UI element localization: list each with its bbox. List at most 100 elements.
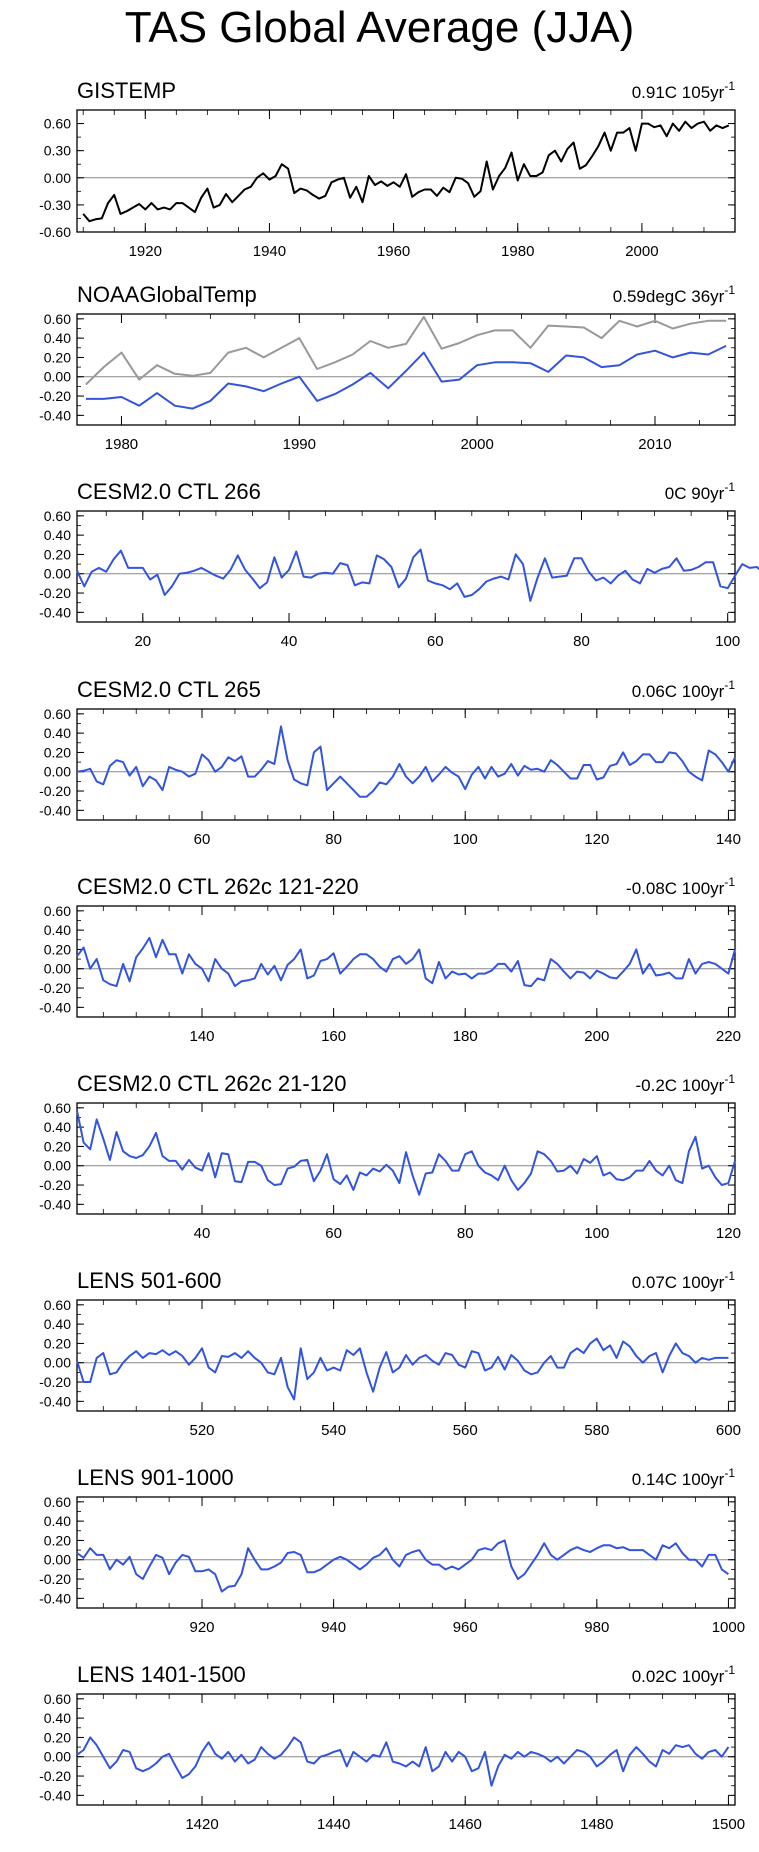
x-tick-label: 1500 <box>712 1816 745 1833</box>
y-tick-label: -0.60 <box>39 224 71 240</box>
series-line <box>76 1539 729 1593</box>
x-tick-label: 1960 <box>377 243 410 260</box>
y-tick-label: 0.60 <box>44 1691 71 1707</box>
y-tick-label: 0.20 <box>44 546 71 562</box>
x-tick-label: 1420 <box>185 1816 218 1833</box>
x-tick-label: 140 <box>716 831 741 848</box>
panel-trend-superscript: -1 <box>724 1663 735 1677</box>
series-line <box>82 120 730 223</box>
x-tick-label: 80 <box>457 1225 474 1242</box>
x-tick-label: 180 <box>453 1028 478 1045</box>
y-tick-label: 0.20 <box>44 744 71 760</box>
panel-trend-superscript: -1 <box>724 1072 735 1086</box>
x-tick-label: 520 <box>190 1422 215 1439</box>
x-tick-label: 1440 <box>317 1816 350 1833</box>
x-tick-label: 1990 <box>283 436 316 453</box>
panel-title: CESM2.0 CTL 262c 121-220 <box>77 874 359 899</box>
x-tick-label: 160 <box>321 1028 346 1045</box>
x-tick-label: 2000 <box>625 243 658 260</box>
x-tick-label: 940 <box>321 1619 346 1636</box>
y-tick-label: 0.20 <box>44 1138 71 1154</box>
y-tick-label: 0.60 <box>44 706 71 722</box>
y-tick-label: -0.40 <box>39 802 71 818</box>
x-tick-label: 140 <box>190 1028 215 1045</box>
series-line <box>76 725 736 798</box>
plot-frame <box>76 1496 736 1609</box>
panel-8: LENS 1401-1500 0.02C 100yr-1 -0.40 -0.20 0.0… <box>39 1662 745 1833</box>
panel-7: LENS 901-1000 0.14C 100yr-1 -0.40 -0.20 0.00… <box>39 1465 745 1636</box>
x-tick-label: 2010 <box>638 436 671 453</box>
panel-title: NOAAGlobalTemp <box>77 282 257 307</box>
x-tick-label: 1000 <box>712 1619 745 1636</box>
x-tick-label: 1980 <box>105 436 138 453</box>
y-tick-label: 0.60 <box>44 1494 71 1510</box>
y-tick-label: 0.20 <box>44 1335 71 1351</box>
panel-2: CESM2.0 CTL 266 0C 90yr-1 -0.40 -0.20 0.00 0.… <box>39 479 759 650</box>
series-line <box>76 1736 730 1787</box>
y-tick-label: 0.20 <box>44 349 71 365</box>
y-tick-label: 0.00 <box>44 1158 71 1174</box>
x-tick-label: 600 <box>716 1422 741 1439</box>
y-tick-label: 0.40 <box>44 1513 71 1529</box>
panel-title: GISTEMP <box>77 78 176 103</box>
plot-frame <box>76 109 736 233</box>
y-tick-label: -0.20 <box>39 783 71 799</box>
panel-trend: 0.59degC 36yr-1 <box>613 283 736 306</box>
x-tick-label: 1480 <box>580 1816 613 1833</box>
panel-title: LENS 501-600 <box>77 1268 221 1293</box>
y-tick-label: -0.20 <box>39 980 71 996</box>
series-line <box>76 1110 736 1196</box>
y-tick-label: 0.00 <box>44 764 71 780</box>
plot-frame <box>76 708 736 821</box>
y-tick-label: 0.00 <box>44 1749 71 1765</box>
y-tick-label: 0.40 <box>44 527 71 543</box>
y-tick-label: 0.60 <box>44 311 71 327</box>
y-tick-label: 0.00 <box>44 369 71 385</box>
x-tick-label: 80 <box>573 633 590 650</box>
panel-trend: 0.02C 100yr-1 <box>632 1663 736 1686</box>
series-line <box>76 548 759 602</box>
series-line <box>85 344 727 410</box>
x-tick-label: 1920 <box>129 243 162 260</box>
y-tick-label: 0.00 <box>44 1355 71 1371</box>
y-tick-label: -0.40 <box>39 407 71 423</box>
y-tick-label: -0.20 <box>39 1571 71 1587</box>
y-tick-label: -0.20 <box>39 1177 71 1193</box>
x-tick-label: 100 <box>453 831 478 848</box>
panel-5: CESM2.0 CTL 262c 21-120 -0.2C 100yr-1 -0.4… <box>39 1071 741 1242</box>
y-tick-label: 0.30 <box>44 143 71 159</box>
y-tick-label: 0.60 <box>44 1100 71 1116</box>
x-tick-label: 100 <box>715 633 740 650</box>
y-tick-label: -0.40 <box>39 1787 71 1803</box>
panel-6: LENS 501-600 0.07C 100yr-1 -0.40 -0.20 0.00 0… <box>39 1268 741 1439</box>
panel-title: CESM2.0 CTL 265 <box>77 677 261 702</box>
y-tick-label: -0.40 <box>39 1196 71 1212</box>
panel-3: CESM2.0 CTL 265 0.06C 100yr-1 -0.40 -0.20 0.… <box>39 677 741 848</box>
panel-0: GISTEMP 0.91C 105yr-1 -0.60 -0.30 0.00 0.30 0.… <box>39 78 736 260</box>
panel-trend: 0.91C 105yr-1 <box>632 79 736 102</box>
series-line <box>76 1337 729 1401</box>
x-tick-label: 1460 <box>449 1816 482 1833</box>
plot-frame <box>76 313 736 426</box>
x-tick-label: 560 <box>453 1422 478 1439</box>
y-tick-label: 0.40 <box>44 922 71 938</box>
series-line <box>76 936 736 988</box>
y-tick-label: 0.40 <box>44 725 71 741</box>
panel-title: LENS 1401-1500 <box>77 1662 246 1687</box>
y-tick-label: 0.40 <box>44 1119 71 1135</box>
series-line <box>85 315 727 386</box>
plot-frame <box>76 1693 736 1806</box>
x-tick-label: 60 <box>325 1225 342 1242</box>
y-tick-label: -0.40 <box>39 604 71 620</box>
panel-trend-superscript: -1 <box>724 79 735 93</box>
panel-title: CESM2.0 CTL 266 <box>77 479 261 504</box>
y-tick-label: -0.20 <box>39 1768 71 1784</box>
x-tick-label: 60 <box>427 633 444 650</box>
y-tick-label: -0.40 <box>39 1393 71 1409</box>
y-tick-label: 0.00 <box>44 961 71 977</box>
panel-trend-superscript: -1 <box>724 678 735 692</box>
plot-frame <box>76 905 736 1018</box>
y-tick-label: 0.00 <box>44 566 71 582</box>
y-tick-label: 0.20 <box>44 1532 71 1548</box>
panel-trend-superscript: -1 <box>724 1269 735 1283</box>
